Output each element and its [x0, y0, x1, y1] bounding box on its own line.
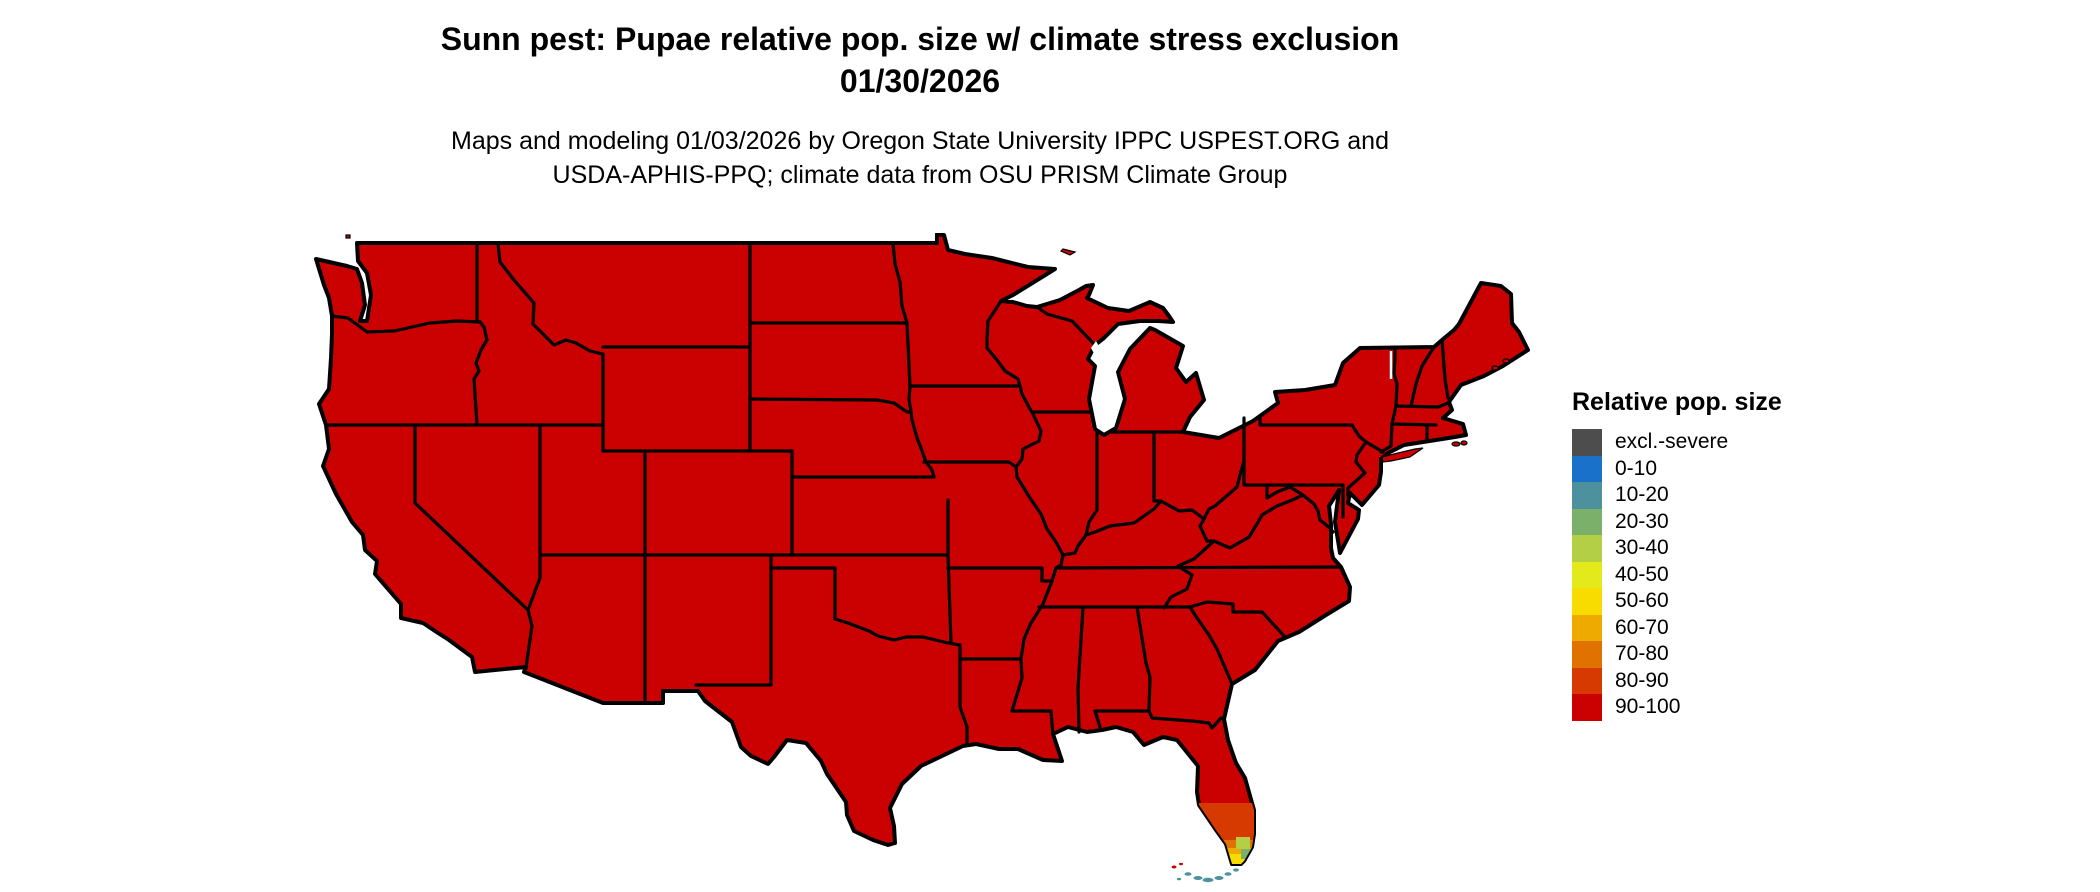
legend-title: Relative pop. size — [1572, 388, 1782, 416]
legend-item: 10-20 — [1572, 482, 1902, 509]
legend-item: 90-100 — [1572, 694, 1902, 721]
legend-swatch — [1572, 588, 1602, 615]
marthas-vineyard — [1460, 440, 1468, 446]
legend-swatch — [1572, 561, 1602, 588]
islands — [345, 234, 1510, 463]
water-details — [1091, 341, 1393, 379]
legend-item: 20-30 — [1572, 508, 1902, 535]
us-mainland — [314, 232, 1530, 866]
legend-label: 70-80 — [1615, 642, 1669, 666]
us-map-container — [310, 232, 1530, 883]
legend-item: 70-80 — [1572, 641, 1902, 668]
legend-swatch — [1572, 508, 1602, 535]
legend-item: 50-60 — [1572, 588, 1902, 615]
legend-label: 90-100 — [1615, 695, 1681, 719]
legend-swatch — [1572, 694, 1602, 721]
legend-label: 40-50 — [1615, 562, 1669, 586]
state-borders — [324, 241, 1450, 746]
san-juan-islands — [345, 234, 351, 239]
legend-swatch — [1572, 455, 1602, 482]
green-bay — [1091, 341, 1106, 366]
legend-swatch — [1572, 429, 1602, 456]
long-island — [1381, 447, 1424, 463]
us-map — [314, 232, 1530, 883]
legend-item: 80-90 — [1572, 667, 1902, 694]
header: Sunn pest: Pupae relative pop. size w/ c… — [0, 18, 1840, 192]
subtitle-line2: USDA-APHIS-PPQ; climate data from OSU PR… — [552, 161, 1288, 189]
title-date: 01/30/2026 — [839, 63, 1001, 99]
florida-keys — [1171, 862, 1239, 883]
legend-label: 20-30 — [1615, 509, 1669, 533]
legend-swatch — [1572, 614, 1602, 641]
legend-swatch — [1572, 641, 1602, 668]
legend-label: excl.-severe — [1615, 430, 1729, 454]
legend: Relative pop. size excl.-severe 0-10 10-20… — [1572, 388, 1902, 721]
legend-item: excl.-severe — [1572, 429, 1902, 456]
subtitle-line1: Maps and modeling 01/03/2026 by Oregon S… — [451, 127, 1389, 155]
nantucket — [1451, 441, 1461, 447]
subtitle: Maps and modeling 01/03/2026 by Oregon S… — [0, 124, 1840, 192]
legend-item: 0-10 — [1572, 455, 1902, 482]
page-title: Sunn pest: Pupae relative pop. size w/ c… — [0, 18, 1840, 102]
legend-rows: excl.-severe 0-10 10-20 20-30 30-40 40-50 50-6… — [1572, 429, 1902, 721]
maine-island — [1502, 358, 1510, 364]
legend-item: 60-70 — [1572, 614, 1902, 641]
title-line1: Sunn pest: Pupae relative pop. size w/ c… — [440, 21, 1400, 57]
legend-item: 40-50 — [1572, 561, 1902, 588]
florida-gradient — [1172, 803, 1272, 864]
legend-label: 30-40 — [1615, 536, 1669, 560]
legend-label: 10-20 — [1615, 483, 1669, 507]
legend-label: 0-10 — [1615, 456, 1658, 480]
legend-swatch — [1572, 667, 1602, 694]
legend-label: 80-90 — [1615, 668, 1669, 692]
legend-swatch — [1572, 535, 1602, 562]
maine-island — [1491, 365, 1499, 371]
isle-royale — [1059, 248, 1077, 256]
legend-label: 60-70 — [1615, 615, 1669, 639]
legend-item: 30-40 — [1572, 535, 1902, 562]
legend-label: 50-60 — [1615, 589, 1669, 613]
legend-swatch — [1572, 482, 1602, 509]
